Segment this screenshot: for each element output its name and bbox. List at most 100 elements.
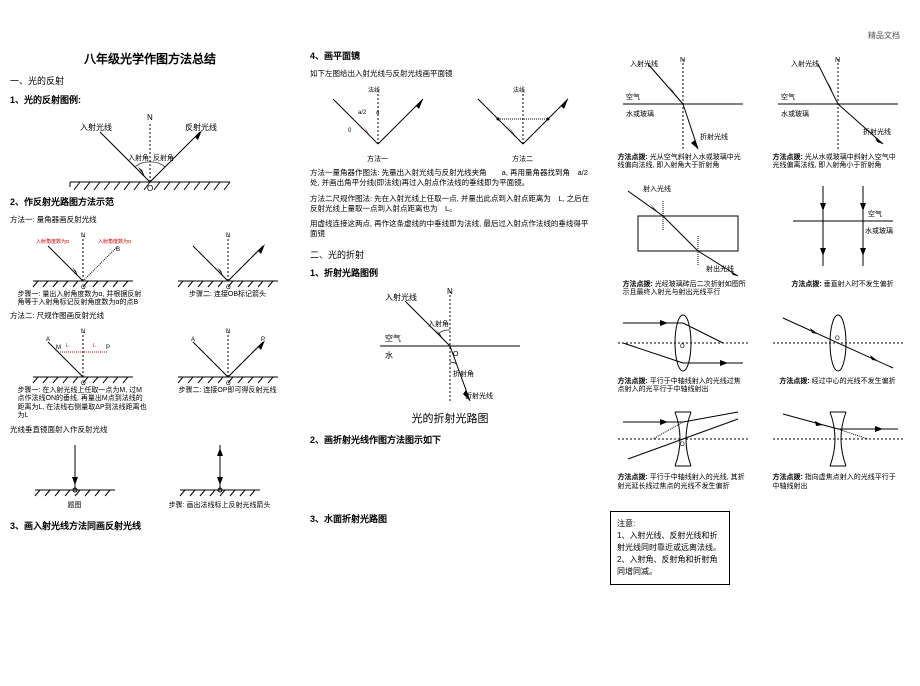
method-2: 方法二: 尺规作图画反射光线: [10, 311, 290, 321]
column-2: 4、画平面镜 如下左图给出入射光线与反射光线画平面镜 法线 a/2 a 0 方法…: [300, 0, 600, 686]
method-1: 方法一: 量角器画反射光线: [10, 215, 290, 225]
lens-pair-1: O 方法点拨: 平行于中轴线射入的光线过焦点射入的光平行于中轴线射出 O 方法点…: [610, 308, 910, 395]
m1-step2: 步骤二: 连接OB标记箭头: [189, 291, 266, 299]
refract-pair-2: 射入光线 射出光线 方法点拨: 光经玻璃砖后二次折射如图所示且最终入射光与射出光…: [610, 181, 910, 298]
svg-text:入射光线: 入射光线: [630, 59, 658, 68]
svg-text:N: N: [147, 113, 153, 122]
section-1-1: 1、光的反射图例:: [10, 94, 290, 107]
cap7: 方法点拨: 平行于中轴线射入的光线, 其折射光延长线过焦点的光线不发生偏折: [618, 474, 748, 491]
svg-text:N: N: [447, 287, 453, 296]
cap6: 方法点拨: 经过中心的光线不发生偏折: [779, 378, 895, 386]
svg-text:O: O: [835, 336, 840, 342]
notice-2: 2、入射角、反射角和折射角同增同减。: [617, 554, 723, 578]
m2-step1: 步骤一: 在入射光线上任取一点为M, 过M点作法线ON的垂线, 再量出M点到法线…: [18, 387, 148, 421]
mirror-m2-text2: 用虚线连接这两点, 再作这条虚线的中垂线即为法线, 最后过入射点作法线的垂线得平…: [310, 219, 590, 239]
svg-text:折射光线: 折射光线: [863, 127, 891, 136]
svg-text:反射光线: 反射光线: [185, 122, 217, 132]
m1-label: 方法一: [367, 154, 388, 164]
svg-text:空气: 空气: [626, 92, 640, 101]
svg-text:N: N: [835, 57, 840, 64]
m1-step1: 步骤一: 量出入射角度数为α, 并根据反射角等于入射角标记反射角度数为α的点B: [18, 291, 148, 308]
svg-text:折射角: 折射角: [453, 369, 474, 378]
svg-text:入射光线: 入射光线: [385, 292, 417, 302]
section-ii-1: 1、折射光路图例: [310, 267, 590, 280]
svg-text:P: P: [261, 337, 265, 343]
mirror-m2-text1: 方法二尺规作图法: 先在入射光线上任取一点, 并量出此点到入射点距离为 L, 之…: [310, 194, 590, 214]
section-ii-2: 2、画折射光线作图方法图示如下: [310, 434, 590, 447]
svg-text:入射角度数为α: 入射角度数为α: [36, 238, 69, 245]
svg-text:入射角度数为α: 入射角度数为α: [98, 238, 131, 245]
svg-text:N: N: [680, 57, 685, 64]
svg-text:水或玻璃: 水或玻璃: [626, 109, 654, 118]
svg-text:M: M: [56, 345, 61, 351]
vert-title: 光线垂直镜面射入作反射光线: [10, 425, 290, 435]
m2-step2: 步骤二: 连接OP即可得反射光线: [178, 387, 276, 395]
svg-text:B: B: [116, 247, 120, 253]
svg-text:空气: 空气: [781, 92, 795, 101]
svg-text:射入光线: 射入光线: [643, 184, 671, 193]
svg-text:0: 0: [348, 128, 352, 134]
column-3: N 入射光线 空气 水或玻璃 折射光线 方法点拨: 光从空气斜射入水或玻璃中光线…: [600, 0, 920, 686]
svg-text:入射光线: 入射光线: [80, 122, 112, 132]
cap3: 方法点拨: 光经玻璃砖后二次折射如图所示且最终入射光与射出光线平行: [623, 281, 753, 298]
notice-title: 注意:: [617, 518, 723, 530]
svg-text:O: O: [680, 442, 685, 448]
svg-text:N: N: [81, 329, 85, 335]
cap4: 方法点拨: 垂直射入时不发生偏折: [791, 281, 893, 289]
svg-text:a/2: a/2: [358, 110, 367, 116]
svg-text:水或玻璃: 水或玻璃: [865, 226, 893, 235]
v-step1: 题图: [68, 500, 82, 510]
vertical-diagrams: 题图 步骤: 画出法线标上反射光线箭头: [10, 440, 290, 510]
svg-text:A: A: [191, 337, 195, 343]
v-step2: 步骤: 画出法线标上反射光线箭头: [169, 500, 271, 510]
notice-box: 注意: 1、入射光线、反射光线和折射光线同时靠近或远离法线。 2、入射角、反射角…: [610, 511, 730, 585]
svg-text:水: 水: [385, 350, 393, 360]
section-4-text: 如下左图给出入射光线与反射光线画平面镜: [310, 69, 590, 79]
section-3: 3、画入射光线方法同画反射光线: [10, 520, 290, 533]
m2-label: 方法二: [512, 154, 533, 164]
refraction-diagram: N 入射光线 入射角 空气 水 O 折射角 折射光线: [370, 286, 530, 406]
svg-text:水或玻璃: 水或玻璃: [781, 109, 809, 118]
svg-text:空气: 空气: [385, 333, 401, 343]
svg-text:折射光线: 折射光线: [465, 391, 493, 400]
svg-text:入射光线: 入射光线: [791, 59, 819, 68]
svg-text:O: O: [680, 344, 685, 350]
svg-text:入射角: 入射角: [128, 153, 149, 162]
reflection-diagram: 入射光线 反射光线 N O 入射角 反射角: [50, 112, 250, 192]
svg-text:法线: 法线: [513, 86, 525, 94]
section-ii: 二、光的折射: [310, 249, 590, 262]
lens-pair-2: O 方法点拨: 平行于中轴线射入的光线, 其折射光延长线过焦点的光线不发生偏折 …: [610, 404, 910, 491]
svg-text:折射光线: 折射光线: [700, 132, 728, 141]
svg-text:A: A: [46, 337, 50, 343]
svg-text:N: N: [81, 233, 85, 239]
svg-text:反射角: 反射角: [153, 153, 174, 162]
refract-pair-1: N 入射光线 空气 水或玻璃 折射光线 方法点拨: 光从空气斜射入水或玻璃中光线…: [610, 54, 910, 171]
watermark: 精品文档: [868, 30, 900, 41]
svg-text:射出光线: 射出光线: [706, 264, 734, 273]
svg-text:L: L: [93, 343, 96, 349]
main-title: 八年级光学作图方法总结: [10, 50, 290, 67]
cap2: 方法点拨: 光从水或玻璃中斜射入空气中光线偏离法线, 即入射角小于折射角: [773, 154, 903, 171]
svg-text:N: N: [226, 329, 230, 335]
svg-text:O: O: [453, 351, 459, 358]
svg-text:法线: 法线: [368, 86, 380, 94]
refract-title: 光的折射光路图: [310, 410, 590, 426]
svg-text:入射角: 入射角: [428, 319, 449, 328]
cap8: 方法点拨: 指向虚焦点射入的光线平行于中轴线射出: [773, 474, 903, 491]
svg-text:空气: 空气: [868, 209, 882, 218]
cap1: 方法点拨: 光从空气斜射入水或玻璃中光线偏向法线, 即入射角大于折射角: [618, 154, 748, 171]
section-2: 2、作反射光路图方法示范: [10, 196, 290, 209]
method2-diagrams: A M P N O L L 步骤一: 在入射光线上任取一点为M, 过M点作法线O…: [10, 327, 290, 421]
svg-text:O: O: [147, 184, 153, 192]
cap5: 方法点拨: 平行于中轴线射入的光线过焦点射入的光平行于中轴线射出: [618, 378, 748, 395]
notice-1: 1、入射光线、反射光线和折射光线同时靠近或远离法线。: [617, 530, 723, 554]
svg-text:a: a: [376, 110, 380, 116]
section-ii-3: 3、水面折射光路图: [310, 513, 590, 526]
method1-diagrams: N 入射角度数为α 入射角度数为α B O 步骤一: 量出入射角度数为α, 并根…: [10, 231, 290, 308]
section-4: 4、画平面镜: [310, 50, 590, 63]
svg-text:L: L: [66, 343, 69, 349]
mirror-m1-text: 方法一量角器作图法: 先量出入射光线与反射光线夹角 a, 再用量角器找到角 a/…: [310, 168, 590, 188]
section-1: 一、光的反射: [10, 75, 290, 88]
column-1: 八年级光学作图方法总结 一、光的反射 1、光的反射图例: 入射光线 反射光线 N…: [0, 0, 300, 686]
mirror-diagrams: 法线 a/2 a 0 方法一 法线 方法二: [310, 84, 590, 164]
